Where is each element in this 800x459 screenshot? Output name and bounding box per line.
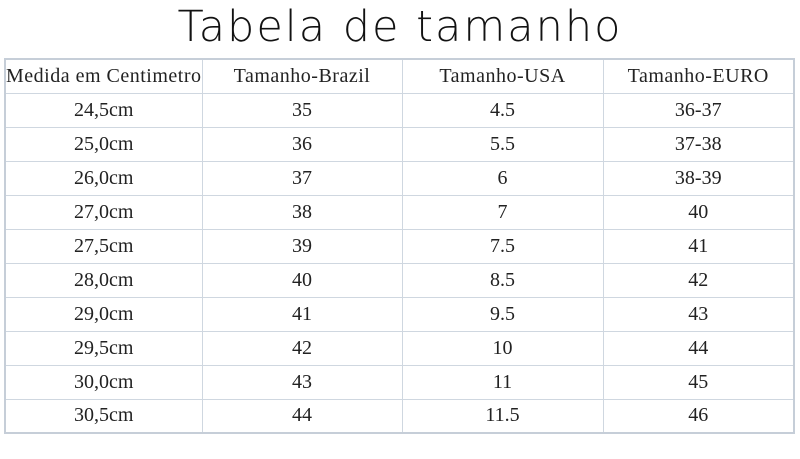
cell-medida: 25,0cm	[4, 126, 203, 162]
cell-euro: 43	[602, 296, 795, 332]
cell-euro: 45	[602, 364, 795, 400]
table-row: 30,5cm 44 11.5 46	[4, 398, 795, 434]
cell-medida: 27,0cm	[4, 194, 203, 230]
table-row: 27,5cm 39 7.5 41	[4, 228, 795, 264]
cell-euro: 38-39	[602, 160, 795, 196]
table-body: 24,5cm 35 4.5 36-37 25,0cm 36 5.5 37-38 …	[4, 92, 795, 434]
cell-medida: 29,5cm	[4, 330, 203, 366]
cell-euro: 42	[602, 262, 795, 298]
cell-brazil: 38	[201, 194, 403, 230]
cell-medida: 28,0cm	[4, 262, 203, 298]
table-row: 25,0cm 36 5.5 37-38	[4, 126, 795, 162]
size-conversion-table: Medida em Centimetros Tamanho-Brazil Tam…	[4, 58, 795, 434]
cell-brazil: 43	[201, 364, 403, 400]
cell-euro: 44	[602, 330, 795, 366]
header-euro: Tamanho-EURO	[602, 58, 795, 94]
cell-usa: 10	[401, 330, 604, 366]
table-row: 29,5cm 42 10 44	[4, 330, 795, 366]
cell-brazil: 37	[201, 160, 403, 196]
table-row: 26,0cm 37 6 38-39	[4, 160, 795, 196]
header-brazil: Tamanho-Brazil	[201, 58, 403, 94]
cell-usa: 11.5	[401, 398, 604, 434]
cell-brazil: 44	[201, 398, 403, 434]
header-usa: Tamanho-USA	[401, 58, 604, 94]
cell-medida: 24,5cm	[4, 92, 203, 128]
table-row: 24,5cm 35 4.5 36-37	[4, 92, 795, 128]
cell-euro: 37-38	[602, 126, 795, 162]
table-header: Medida em Centimetros Tamanho-Brazil Tam…	[4, 58, 795, 94]
table-row: 29,0cm 41 9.5 43	[4, 296, 795, 332]
cell-usa: 7.5	[401, 228, 604, 264]
cell-medida: 30,0cm	[4, 364, 203, 400]
cell-usa: 8.5	[401, 262, 604, 298]
header-row: Medida em Centimetros Tamanho-Brazil Tam…	[4, 58, 795, 94]
cell-medida: 30,5cm	[4, 398, 203, 434]
table-row: 30,0cm 43 11 45	[4, 364, 795, 400]
cell-usa: 9.5	[401, 296, 604, 332]
cell-medida: 26,0cm	[4, 160, 203, 196]
cell-usa: 7	[401, 194, 604, 230]
cell-euro: 40	[602, 194, 795, 230]
cell-euro: 41	[602, 228, 795, 264]
cell-brazil: 42	[201, 330, 403, 366]
cell-brazil: 36	[201, 126, 403, 162]
cell-usa: 4.5	[401, 92, 604, 128]
cell-brazil: 35	[201, 92, 403, 128]
cell-medida: 29,0cm	[4, 296, 203, 332]
cell-brazil: 41	[201, 296, 403, 332]
header-medida: Medida em Centimetros	[4, 58, 203, 94]
cell-brazil: 40	[201, 262, 403, 298]
table-row: 27,0cm 38 7 40	[4, 194, 795, 230]
cell-usa: 5.5	[401, 126, 604, 162]
cell-usa: 6	[401, 160, 604, 196]
page-title: Tabela de tamanho	[177, 2, 623, 52]
cell-usa: 11	[401, 364, 604, 400]
cell-brazil: 39	[201, 228, 403, 264]
table-row: 28,0cm 40 8.5 42	[4, 262, 795, 298]
cell-euro: 36-37	[602, 92, 795, 128]
cell-medida: 27,5cm	[4, 228, 203, 264]
cell-euro: 46	[602, 398, 795, 434]
